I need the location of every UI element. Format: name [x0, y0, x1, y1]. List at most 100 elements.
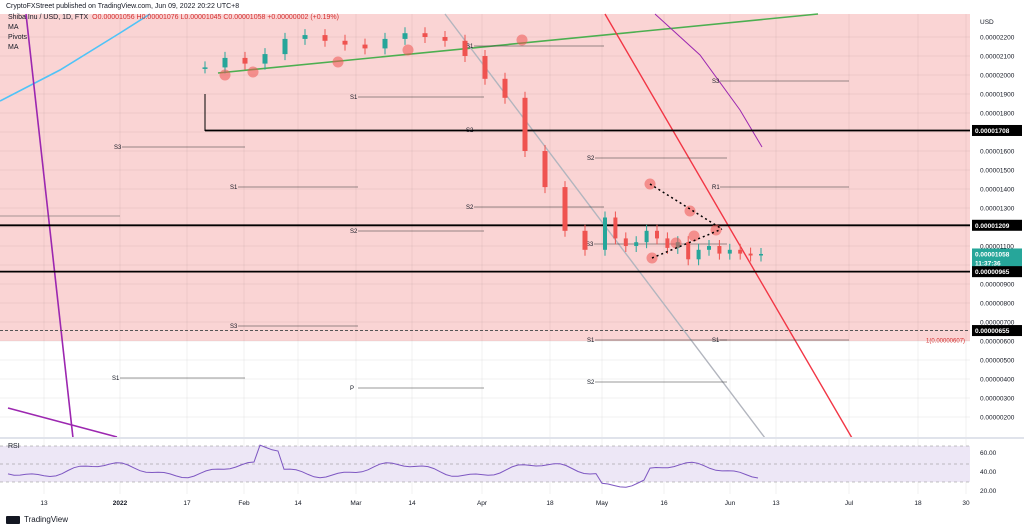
candle-body: [717, 246, 722, 254]
price-tag-label: 0.00001209: [975, 223, 1010, 230]
x-tick-label: 18: [914, 500, 922, 507]
pattern-marker: [247, 66, 259, 78]
y-tick-label: 0.00002200: [980, 35, 1015, 42]
candle-body: [442, 37, 448, 41]
price-tag: [972, 124, 1022, 136]
y-tick-label: 0.00001500: [980, 168, 1015, 175]
x-tick-label: 14: [294, 500, 302, 507]
rsi-band: [0, 446, 970, 482]
price-tag: [972, 266, 1022, 278]
chart-legend: Shiba Inu / USD, 1D, FTX O0.00001056 H0.0…: [8, 13, 339, 53]
publisher-header: CryptoFXStreet published on TradingView.…: [6, 3, 240, 10]
fib-label: 1(0.00000607): [926, 339, 965, 345]
candle-body: [759, 253, 763, 256]
legend-ohlc: O0.00001056 H0.00001076 L0.00001045 C0.0…: [92, 14, 339, 21]
price-tag-label: 0.00000965: [975, 269, 1010, 276]
candle-body: [242, 57, 248, 64]
y-tick-label: 0.00000200: [980, 415, 1015, 422]
x-tick-label: 13: [772, 500, 780, 507]
candle-body: [665, 238, 670, 248]
candle-body: [482, 56, 488, 79]
y-tick-label: 0.00000700: [980, 320, 1015, 327]
pattern-marker: [219, 69, 231, 81]
x-tick-label: 18: [546, 500, 554, 507]
x-tick-label: Feb: [238, 500, 250, 507]
tradingview-logo-icon: [6, 515, 20, 524]
candle-body: [655, 230, 659, 239]
candle-body: [522, 97, 528, 151]
candle-body: [644, 230, 649, 243]
candle-body: [707, 246, 711, 250]
candle-body: [462, 40, 468, 56]
price-tag-label: 0.00001058: [975, 251, 1010, 258]
pivot-label: S1: [587, 338, 595, 344]
candle-body: [422, 33, 428, 37]
price-tag: [972, 257, 1022, 269]
pivot-label: S1: [712, 338, 720, 344]
triangle-upper-line: [649, 183, 723, 230]
candle-body: [222, 57, 228, 68]
legend-item-ma-2[interactable]: MA: [8, 44, 19, 51]
tradingview-brand: TradingView: [24, 515, 69, 524]
legend-symbol: Shiba Inu / USD, 1D, FTX: [8, 14, 89, 21]
x-tick-label: May: [596, 500, 609, 507]
pivot-label: S3: [586, 242, 594, 248]
candle-body: [302, 35, 308, 39]
pivot-label: S2: [466, 128, 474, 134]
candle-body: [282, 38, 288, 55]
moving-average-1: [0, 13, 151, 102]
y-tick-label: 0.00001600: [980, 149, 1015, 156]
y-tick-label: 0.00000400: [980, 377, 1015, 384]
candle-body: [202, 67, 208, 69]
pattern-marker: [332, 56, 344, 68]
candle-body: [542, 151, 548, 188]
candle-body: [613, 217, 618, 239]
y-tick-label: 0.00001300: [980, 206, 1015, 213]
x-tick-label: 17: [183, 500, 191, 507]
currency-label: USD: [980, 19, 994, 26]
candle-body: [322, 35, 328, 41]
price-tag-label: 11:37:36: [975, 261, 1001, 268]
candle-body: [727, 249, 732, 254]
moving-average-2: [654, 13, 763, 148]
y-tick-label: 0.00002000: [980, 73, 1015, 80]
x-tick-label: Jul: [845, 500, 854, 507]
rsi-tick-label: 40.00: [980, 469, 997, 476]
x-tick-label: 16: [660, 500, 668, 507]
x-tick-label: Mar: [350, 500, 362, 507]
candle-body: [382, 38, 388, 49]
y-tick-label: 0.00000900: [980, 282, 1015, 289]
pattern-marker: [710, 224, 722, 236]
candle-body: [362, 44, 368, 49]
x-tick-label: 30: [962, 500, 970, 507]
rsi-tick-label: 20.00: [980, 488, 997, 495]
y-tick-label: 0.00000800: [980, 301, 1015, 308]
price-tag: [972, 219, 1022, 231]
pivot-label: S2: [587, 156, 595, 162]
pivot-label: S2: [587, 380, 595, 386]
candle-body: [686, 242, 691, 260]
price-tag-label: 0.00000655: [975, 328, 1010, 335]
pattern-marker: [516, 34, 528, 46]
y-tick-label: 0.00001900: [980, 92, 1015, 99]
pivot-label: S1: [230, 185, 238, 191]
pattern-marker: [670, 237, 682, 249]
pivot-label: S3: [230, 324, 238, 330]
pivot-label: S1: [350, 95, 358, 101]
candle-body: [623, 238, 628, 246]
legend-item-ma[interactable]: MA: [8, 24, 19, 31]
x-tick-label: 2022: [113, 500, 128, 507]
candle-body: [738, 249, 743, 254]
price-tag: [972, 325, 1022, 337]
rsi-tick-label: 60.00: [980, 450, 997, 457]
candle-body: [502, 78, 508, 98]
legend-item-pivots[interactable]: Pivots: [8, 34, 28, 41]
x-tick-label: Jun: [725, 500, 736, 507]
y-tick-label: 0.00002100: [980, 54, 1015, 61]
pivot-label: S2: [350, 229, 358, 235]
pivot-label: S3: [114, 145, 122, 151]
pivot-label: R1: [712, 185, 720, 191]
y-tick-label: 0.00000300: [980, 396, 1015, 403]
pattern-marker: [684, 205, 696, 217]
